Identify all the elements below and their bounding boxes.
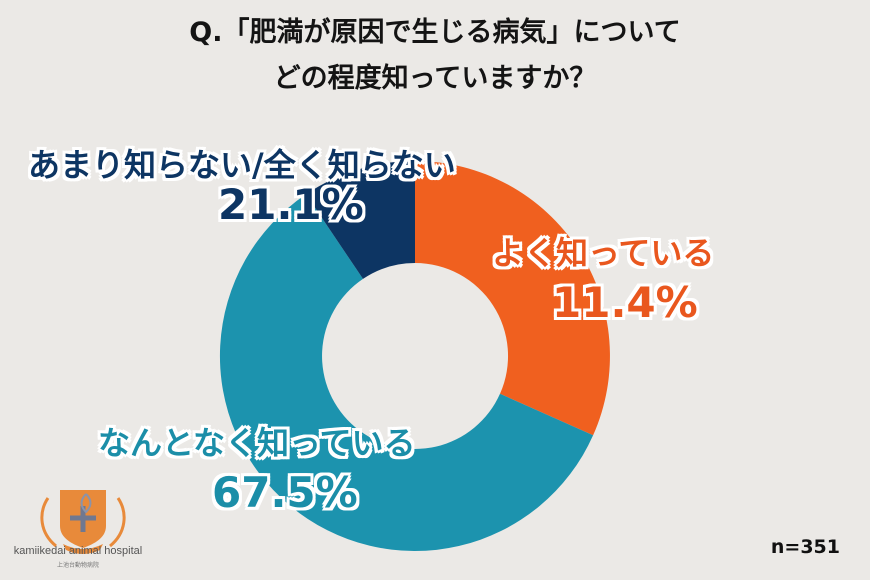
chart-title-line2: どの程度知っていますか？ [273,63,597,94]
logo-text: kamiikedai animal hospital [13,545,143,557]
slice-somewhat [219,194,594,552]
slice-not-known [306,161,415,279]
slice-well-known [415,161,610,436]
chart-title-line1: Q.「肥満が原因で生じる病気」について [189,17,681,48]
sample-size: n=351 [770,536,840,558]
label-not-known-percent: 21.1% [218,180,364,229]
label-somewhat-percent: 67.5% [212,468,358,517]
label-well-known-category: よく知っている [492,234,715,272]
label-well-known-percent: 11.4% [552,278,698,327]
logo-subtext: 上池台動物病院 [56,562,99,569]
hospital-logo-icon [40,490,126,554]
label-somewhat-category: なんとなく知っている [98,424,416,462]
label-not-known-category: あまり知らない/全く知らない [28,146,456,184]
